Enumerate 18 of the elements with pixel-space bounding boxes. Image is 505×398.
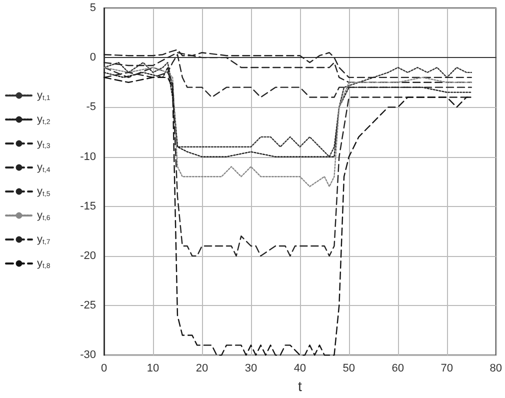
- x-tick-label: 20: [196, 362, 208, 375]
- x-tick-label: 10: [146, 362, 160, 375]
- x-tick-label: 40: [294, 362, 306, 375]
- x-tick-label: 60: [392, 362, 404, 375]
- x-tick-label: 80: [490, 362, 502, 375]
- x-tick-label: 70: [440, 362, 454, 375]
- y-tick-label: 5: [90, 2, 96, 14]
- y-tick-label: 0: [90, 52, 96, 64]
- y-tick-label: -20: [80, 250, 96, 262]
- y-tick-label: -5: [86, 101, 96, 114]
- x-axis-title: t: [298, 378, 302, 394]
- y-tick-label: -30: [80, 349, 96, 362]
- y-tick-label: -10: [80, 150, 96, 163]
- y-tick-label: -15: [80, 200, 96, 212]
- x-tick-label: 50: [342, 362, 356, 375]
- x-tick-label: 0: [100, 362, 108, 375]
- y-tick-label: -25: [80, 300, 96, 312]
- x-tick-label: 30: [244, 362, 258, 375]
